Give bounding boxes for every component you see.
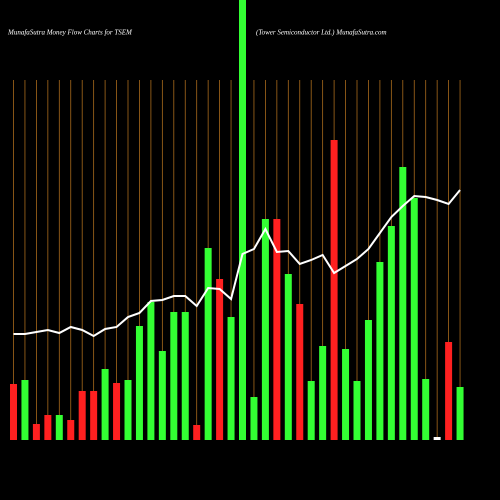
bar [55,415,63,440]
bar [445,342,453,440]
bar [158,351,166,440]
bar [456,387,464,440]
bar [422,379,430,440]
bar [204,248,212,440]
bar [44,415,52,440]
bar [250,397,258,440]
bar [399,167,407,440]
bar [101,369,109,440]
chart-subtitle: (Tower Semiconductor Ltd.) MunafaSutra.c… [256,29,387,37]
bar [307,381,315,440]
bar [319,346,327,440]
bar [10,384,17,440]
bar [261,219,269,440]
bar [273,219,281,440]
bar [387,226,395,440]
bar [147,302,155,440]
bar [113,383,121,440]
bar [78,391,86,440]
bar [330,140,338,440]
bar [21,380,29,440]
bar [193,425,201,440]
bar [170,312,178,440]
bar [124,380,132,440]
line [13,189,461,338]
bar [181,312,189,440]
bar [353,381,361,440]
bar [135,326,143,440]
bar [90,391,98,440]
bar [410,198,418,440]
bar [32,424,40,440]
bar [296,304,304,440]
bar [376,262,384,440]
bar [216,279,224,440]
bar [342,349,350,440]
bar [284,274,292,440]
bar [364,320,372,440]
bar [67,420,75,440]
bar [239,0,246,440]
bar [433,437,441,440]
bar [227,317,235,440]
chart-title: MunafaSutra Money Flow Charts for TSEM [7,29,133,37]
